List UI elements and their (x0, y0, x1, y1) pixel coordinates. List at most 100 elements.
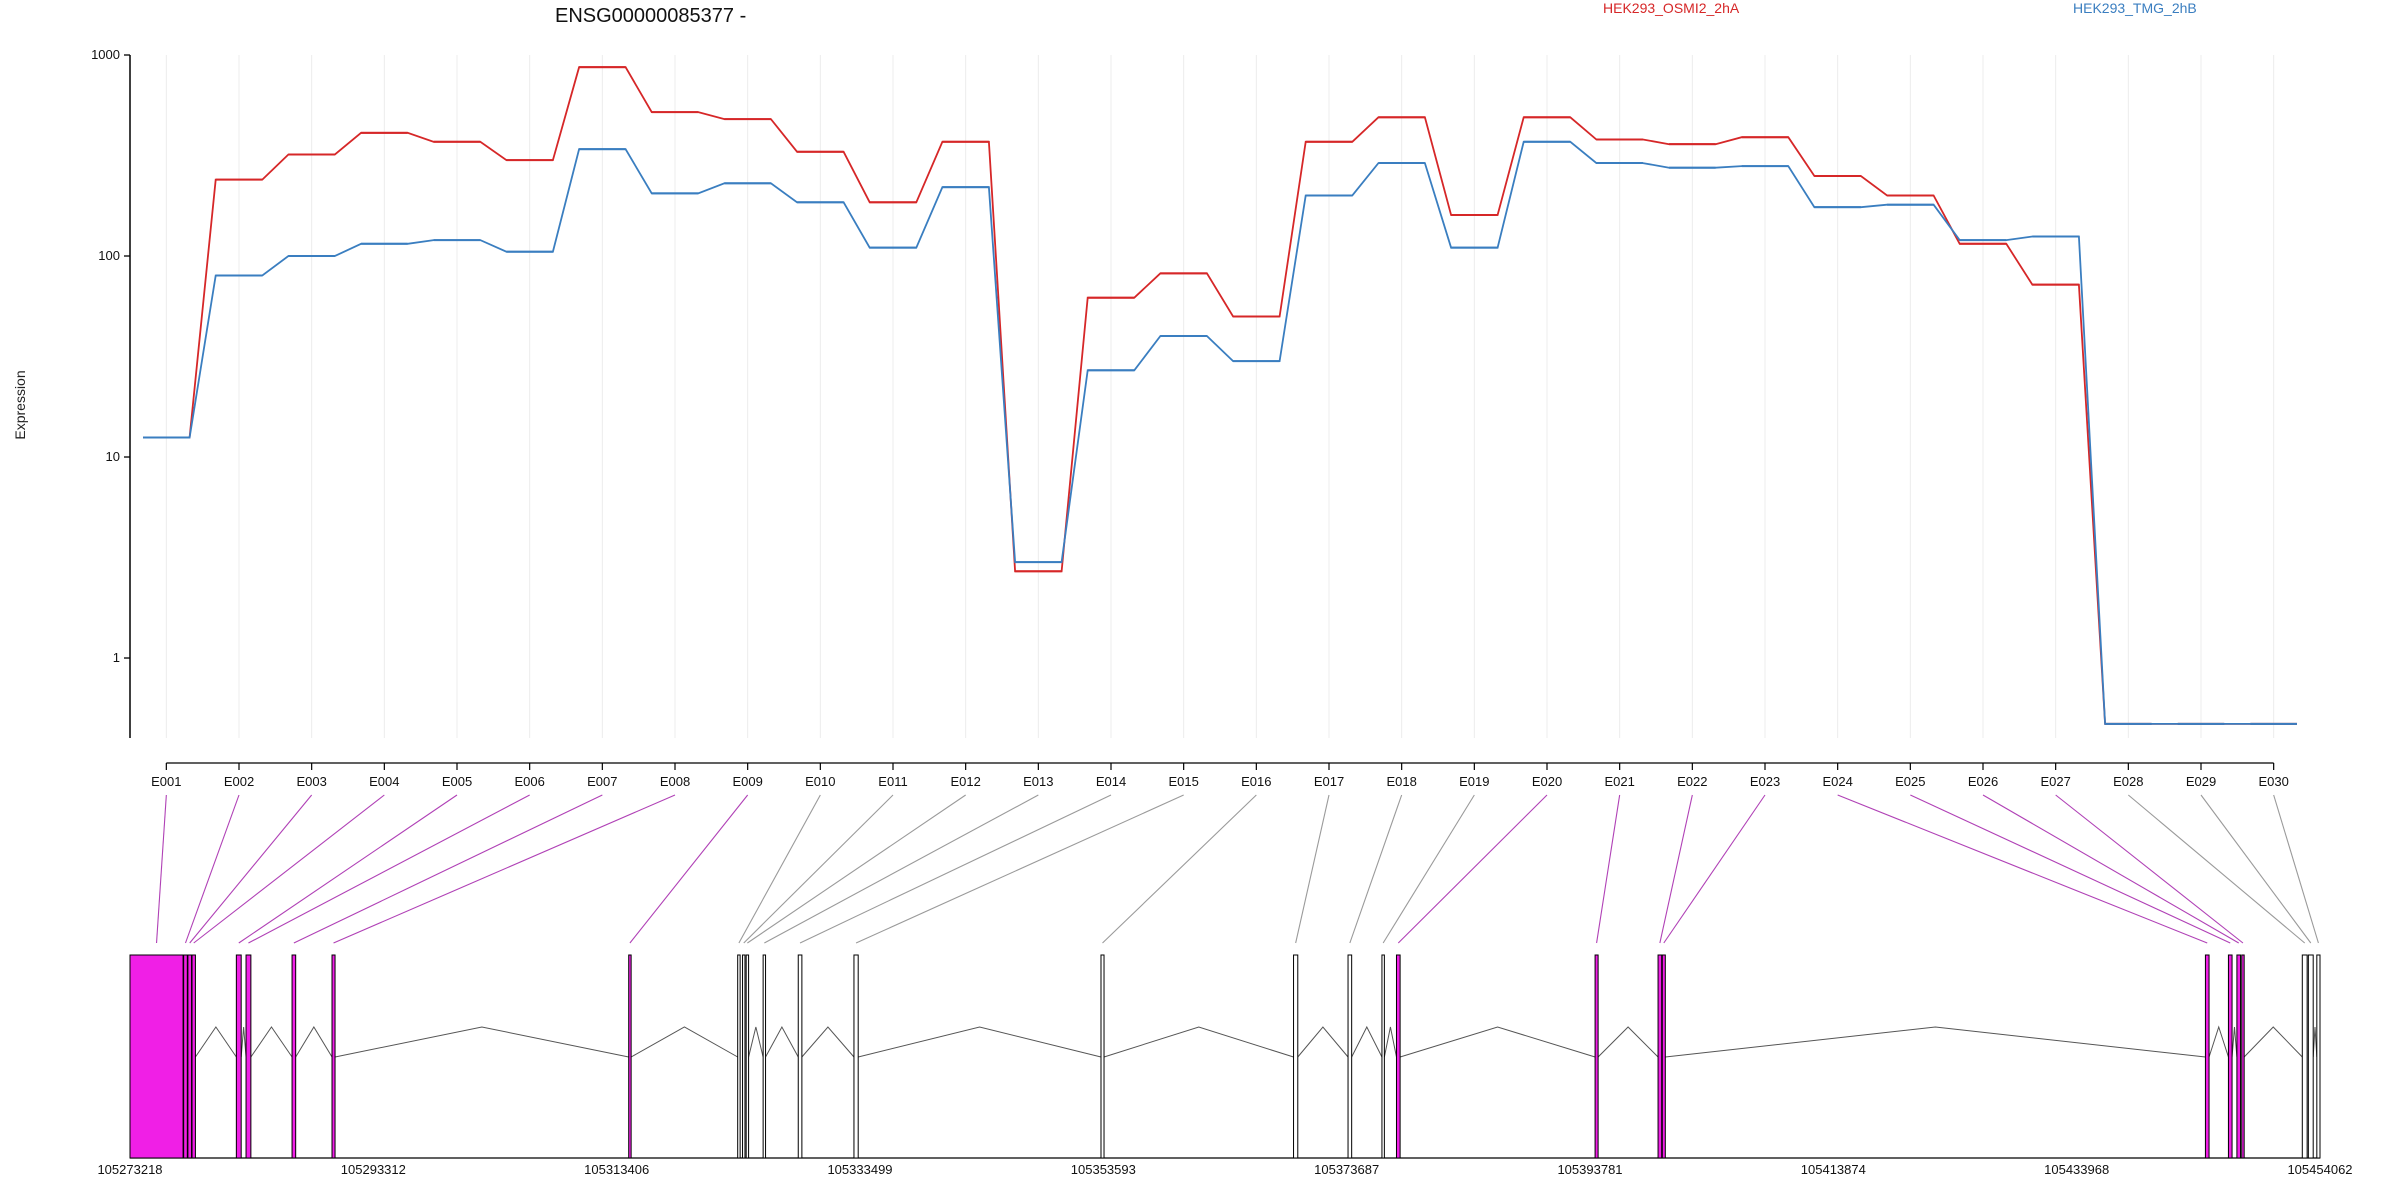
exon-label-e020: E020 (1532, 774, 1562, 789)
connector-e027 (2055, 794, 2244, 944)
coordinate-label: 105353593 (1071, 1162, 1136, 1177)
exon-label-e013: E013 (1023, 774, 1053, 789)
exon-e013 (762, 954, 767, 1159)
exon-e005 (235, 954, 242, 1159)
intron (1297, 1026, 1349, 1058)
y-axis-label: Expression (12, 370, 28, 439)
exon-label-e006: E006 (514, 774, 544, 789)
connector-e020 (1397, 794, 1548, 944)
exon-label-e019: E019 (1459, 774, 1489, 789)
exon-label-e003: E003 (296, 774, 326, 789)
connector-e024 (1837, 794, 2208, 944)
intron (1383, 1026, 1397, 1058)
intron (858, 1026, 1102, 1058)
intron (765, 1025, 799, 1058)
coordinate-label: 105433968 (2044, 1162, 2109, 1177)
intron (748, 1026, 764, 1058)
exon-label-e001: E001 (151, 774, 181, 789)
connector-e025 (1910, 794, 2231, 944)
exon-e023 (1661, 954, 1666, 1159)
connector-e013 (764, 794, 1039, 944)
exon-e028 (2301, 954, 2308, 1159)
exon-e025 (2227, 954, 2233, 1159)
connector-e023 (1663, 794, 1766, 944)
exon-label-e010: E010 (805, 774, 835, 789)
coordinate-label: 105413874 (1801, 1162, 1866, 1177)
intron (195, 1026, 237, 1058)
connector-e002 (184, 794, 240, 944)
exon-label-e012: E012 (950, 774, 980, 789)
exon-e007 (291, 954, 297, 1159)
connector-e012 (747, 794, 966, 944)
coordinate-label: 105454062 (2287, 1162, 2352, 1177)
exon-e001 (129, 954, 184, 1159)
exon-e004 (191, 954, 196, 1159)
exon-e012 (745, 954, 750, 1159)
intron (295, 1026, 333, 1058)
intron (2231, 1026, 2238, 1058)
exon-e002 (183, 954, 188, 1159)
connector-e001 (155, 794, 167, 944)
connector-e010 (738, 794, 821, 944)
exon-label-e025: E025 (1895, 774, 1925, 789)
exon-e008 (331, 954, 336, 1159)
connector-e017 (1295, 794, 1330, 944)
intron (250, 1026, 293, 1058)
connector-e026 (1982, 794, 2239, 944)
exon-e014 (797, 954, 803, 1159)
vertical-gridlines (165, 55, 2275, 738)
connector-e015 (855, 794, 1184, 944)
y-tick-label: 10 (106, 449, 120, 464)
coordinate-label: 105293312 (341, 1162, 406, 1177)
exon-e018 (1347, 954, 1353, 1159)
exon-label-e030: E030 (2258, 774, 2288, 789)
exon-label-e027: E027 (2040, 774, 2070, 789)
exon-label-e028: E028 (2113, 774, 2143, 789)
intron (1665, 1026, 2206, 1058)
connector-e014 (799, 794, 1112, 944)
coordinate-label: 105313406 (584, 1162, 649, 1177)
connector-e007 (293, 794, 603, 944)
exon-e006 (245, 954, 252, 1159)
intron (801, 1026, 855, 1058)
exon-label-e021: E021 (1604, 774, 1634, 789)
connector-e016 (1102, 794, 1257, 944)
intron (1351, 1025, 1383, 1058)
exon-label-e018: E018 (1386, 774, 1416, 789)
coordinate-label: 105373687 (1314, 1162, 1379, 1177)
y-axis: 1000 100 10 1 (91, 47, 131, 738)
gene-model-track: 105273218 105293312 105313406 105333499 1053… (97, 954, 2353, 1177)
intron (2312, 1026, 2318, 1058)
intron (1103, 1026, 1294, 1058)
exon-e030 (2316, 954, 2321, 1159)
exon-label-e023: E023 (1750, 774, 1780, 789)
intron (2243, 1026, 2303, 1058)
exon-label-e024: E024 (1822, 774, 1852, 789)
connector-e030 (2273, 794, 2319, 944)
exon-e026 (2236, 954, 2242, 1159)
connector-e005 (238, 794, 458, 944)
exon-label-e014: E014 (1096, 774, 1126, 789)
exon-e022 (1657, 954, 1663, 1159)
intron (240, 1026, 247, 1058)
exon-label-e026: E026 (1968, 774, 1998, 789)
intron (1597, 1026, 1659, 1058)
exon-connectors (155, 794, 2319, 944)
connector-e011 (743, 794, 894, 944)
exon-e010 (737, 954, 741, 1159)
coordinate-label: 105273218 (97, 1162, 162, 1177)
exon-label-e004: E004 (369, 774, 399, 789)
exon-label-e029: E029 (2186, 774, 2216, 789)
exon-label-e008: E008 (660, 774, 690, 789)
exon-e024 (2204, 954, 2210, 1159)
connector-e019 (1382, 794, 1475, 944)
intron (1399, 1026, 1596, 1058)
y-tick-label: 100 (98, 248, 120, 263)
exon-e011 (742, 954, 746, 1159)
connector-e004 (193, 794, 385, 944)
exon-e003 (187, 954, 193, 1159)
exon-label-e005: E005 (442, 774, 472, 789)
connector-e008 (333, 794, 676, 944)
series-lines (143, 66, 2297, 725)
exon-label-e015: E015 (1168, 774, 1198, 789)
